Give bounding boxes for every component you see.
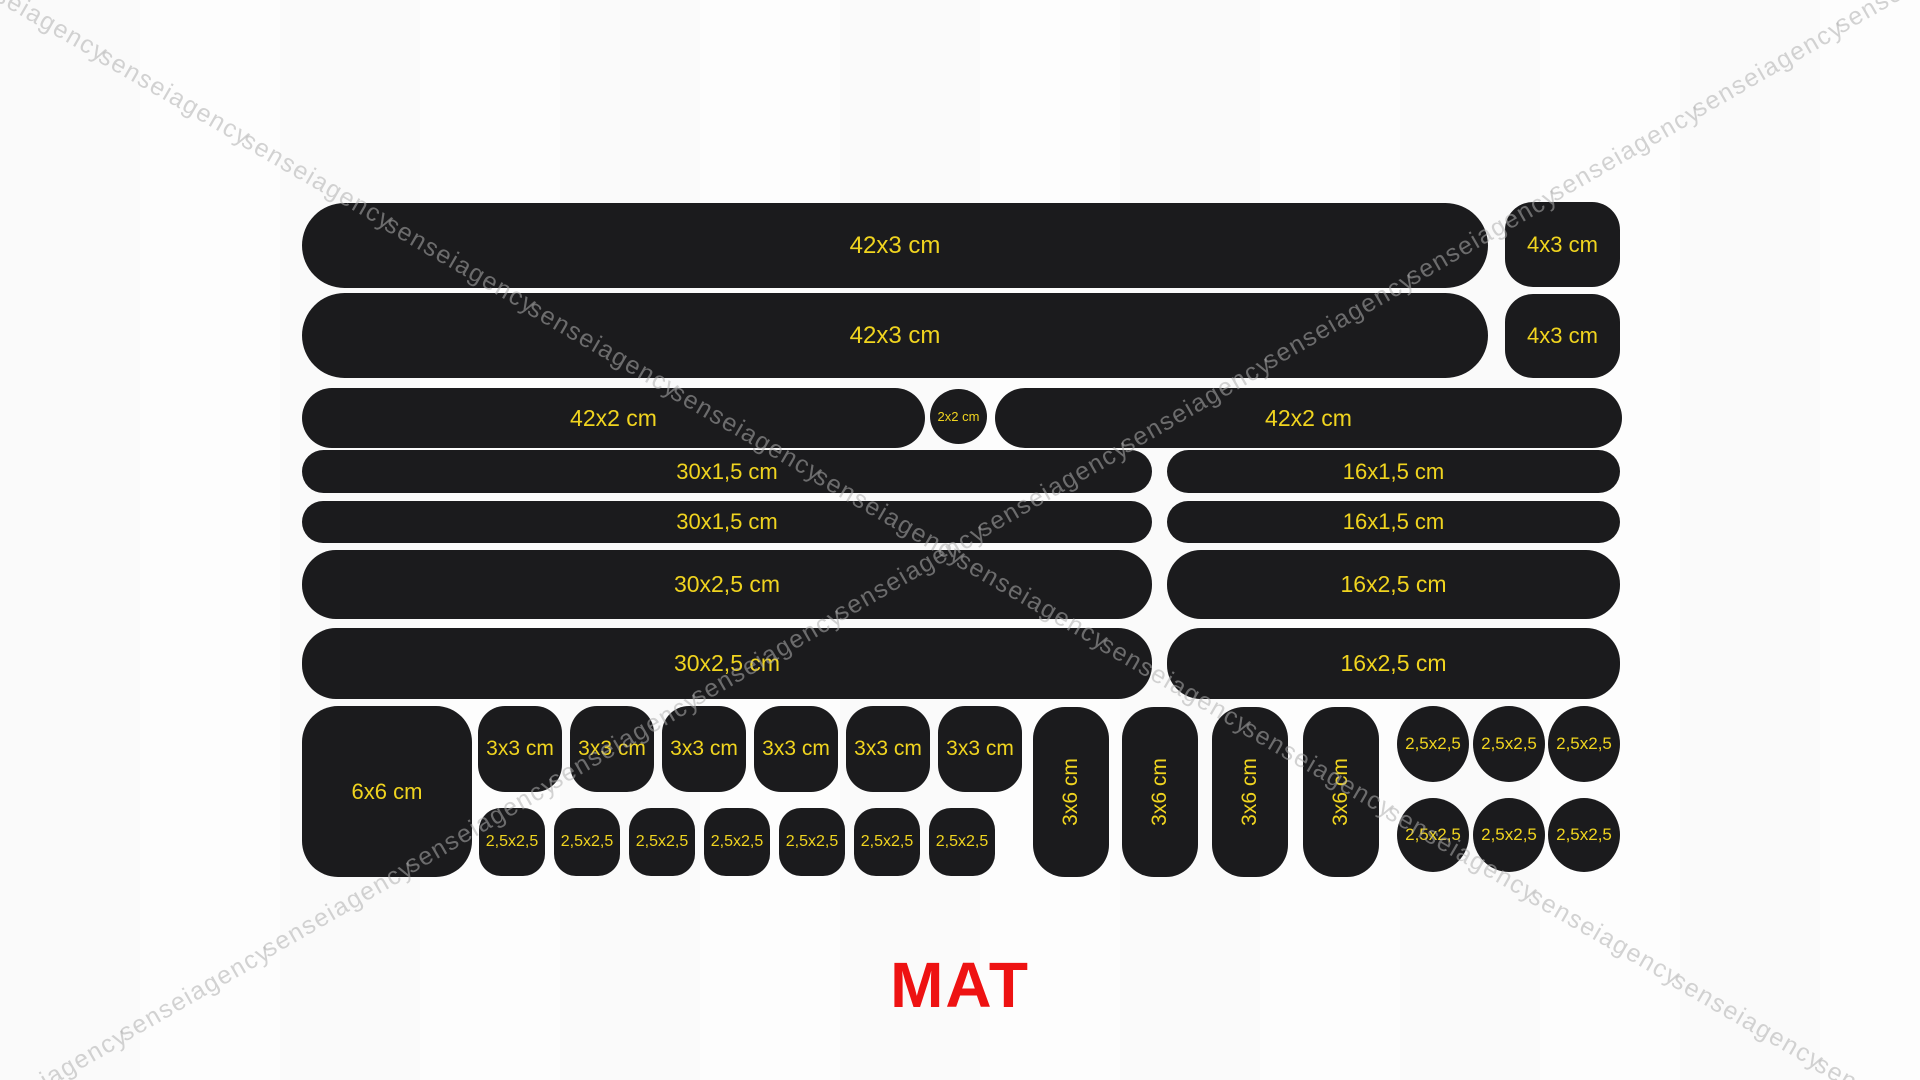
- sticker-vertical-label: 3x6 cm: [1329, 758, 1352, 826]
- sticker-pad-2-5-sq-2: 2,5x2,5: [554, 808, 620, 876]
- sticker-pad-2-5-sq-6: 2,5x2,5: [854, 808, 920, 876]
- sticker-square-6x6: 6x6 cm: [302, 706, 472, 877]
- sticker-dot-2-5-1: 2,5x2,5: [1397, 706, 1469, 782]
- finish-label: MAT: [890, 949, 1030, 1021]
- sticker-square-3x3-6: 3x3 cm: [938, 706, 1022, 792]
- sticker-square-3x3-3: 3x3 cm: [662, 706, 746, 792]
- sticker-strip-30x1-5-1: 30x1,5 cm: [302, 450, 1152, 493]
- sticker-square-3x3-2: 3x3 cm: [570, 706, 654, 792]
- sticker-vertical-label: 3x6 cm: [1148, 758, 1171, 826]
- sticker-strip-16x2-5-1: 16x2,5 cm: [1167, 550, 1620, 619]
- sticker-strip-42x3-1: 42x3 cm: [302, 203, 1488, 288]
- sticker-pad-2-5-sq-4: 2,5x2,5: [704, 808, 770, 876]
- sticker-dot-2-5-2: 2,5x2,5: [1473, 706, 1545, 782]
- sticker-vertical-3x6-2: 3x6 cm: [1122, 707, 1198, 877]
- sticker-dot-2-5-3: 2,5x2,5: [1548, 706, 1620, 782]
- sticker-strip-42x3-2: 42x3 cm: [302, 293, 1488, 378]
- sticker-pad-2-5-sq-5: 2,5x2,5: [779, 808, 845, 876]
- sticker-pad-2-5-sq-1: 2,5x2,5: [479, 808, 545, 876]
- sticker-dot-2x2: 2x2 cm: [930, 389, 987, 444]
- sticker-pad-4x3-2: 4x3 cm: [1505, 294, 1620, 378]
- sticker-pad-4x3-1: 4x3 cm: [1505, 202, 1620, 287]
- sticker-strip-16x1-5-1: 16x1,5 cm: [1167, 450, 1620, 493]
- sticker-dot-2-5-6: 2,5x2,5: [1548, 798, 1620, 872]
- sticker-square-3x3-5: 3x3 cm: [846, 706, 930, 792]
- sticker-pad-2-5-sq-3: 2,5x2,5: [629, 808, 695, 876]
- sticker-square-3x3-1: 3x3 cm: [478, 706, 562, 792]
- sticker-vertical-3x6-4: 3x6 cm: [1303, 707, 1379, 877]
- sticker-strip-30x2-5-1: 30x2,5 cm: [302, 550, 1152, 619]
- sticker-strip-42x2-1: 42x2 cm: [302, 388, 925, 448]
- sticker-strip-16x2-5-2: 16x2,5 cm: [1167, 628, 1620, 699]
- sticker-strip-30x1-5-2: 30x1,5 cm: [302, 501, 1152, 543]
- sticker-dot-2-5-5: 2,5x2,5: [1473, 798, 1545, 872]
- sticker-pad-2-5-sq-7: 2,5x2,5: [929, 808, 995, 876]
- sticker-square-3x3-4: 3x3 cm: [754, 706, 838, 792]
- sticker-vertical-3x6-1: 3x6 cm: [1033, 707, 1109, 877]
- sticker-vertical-label: 3x6 cm: [1238, 758, 1261, 826]
- sticker-vertical-3x6-3: 3x6 cm: [1212, 707, 1288, 877]
- sticker-strip-30x2-5-2: 30x2,5 cm: [302, 628, 1152, 699]
- sticker-dot-2-5-4: 2,5x2,5: [1397, 798, 1469, 872]
- sticker-strip-16x1-5-2: 16x1,5 cm: [1167, 501, 1620, 543]
- sticker-strip-42x2-2: 42x2 cm: [995, 388, 1622, 448]
- sticker-vertical-label: 3x6 cm: [1059, 758, 1082, 826]
